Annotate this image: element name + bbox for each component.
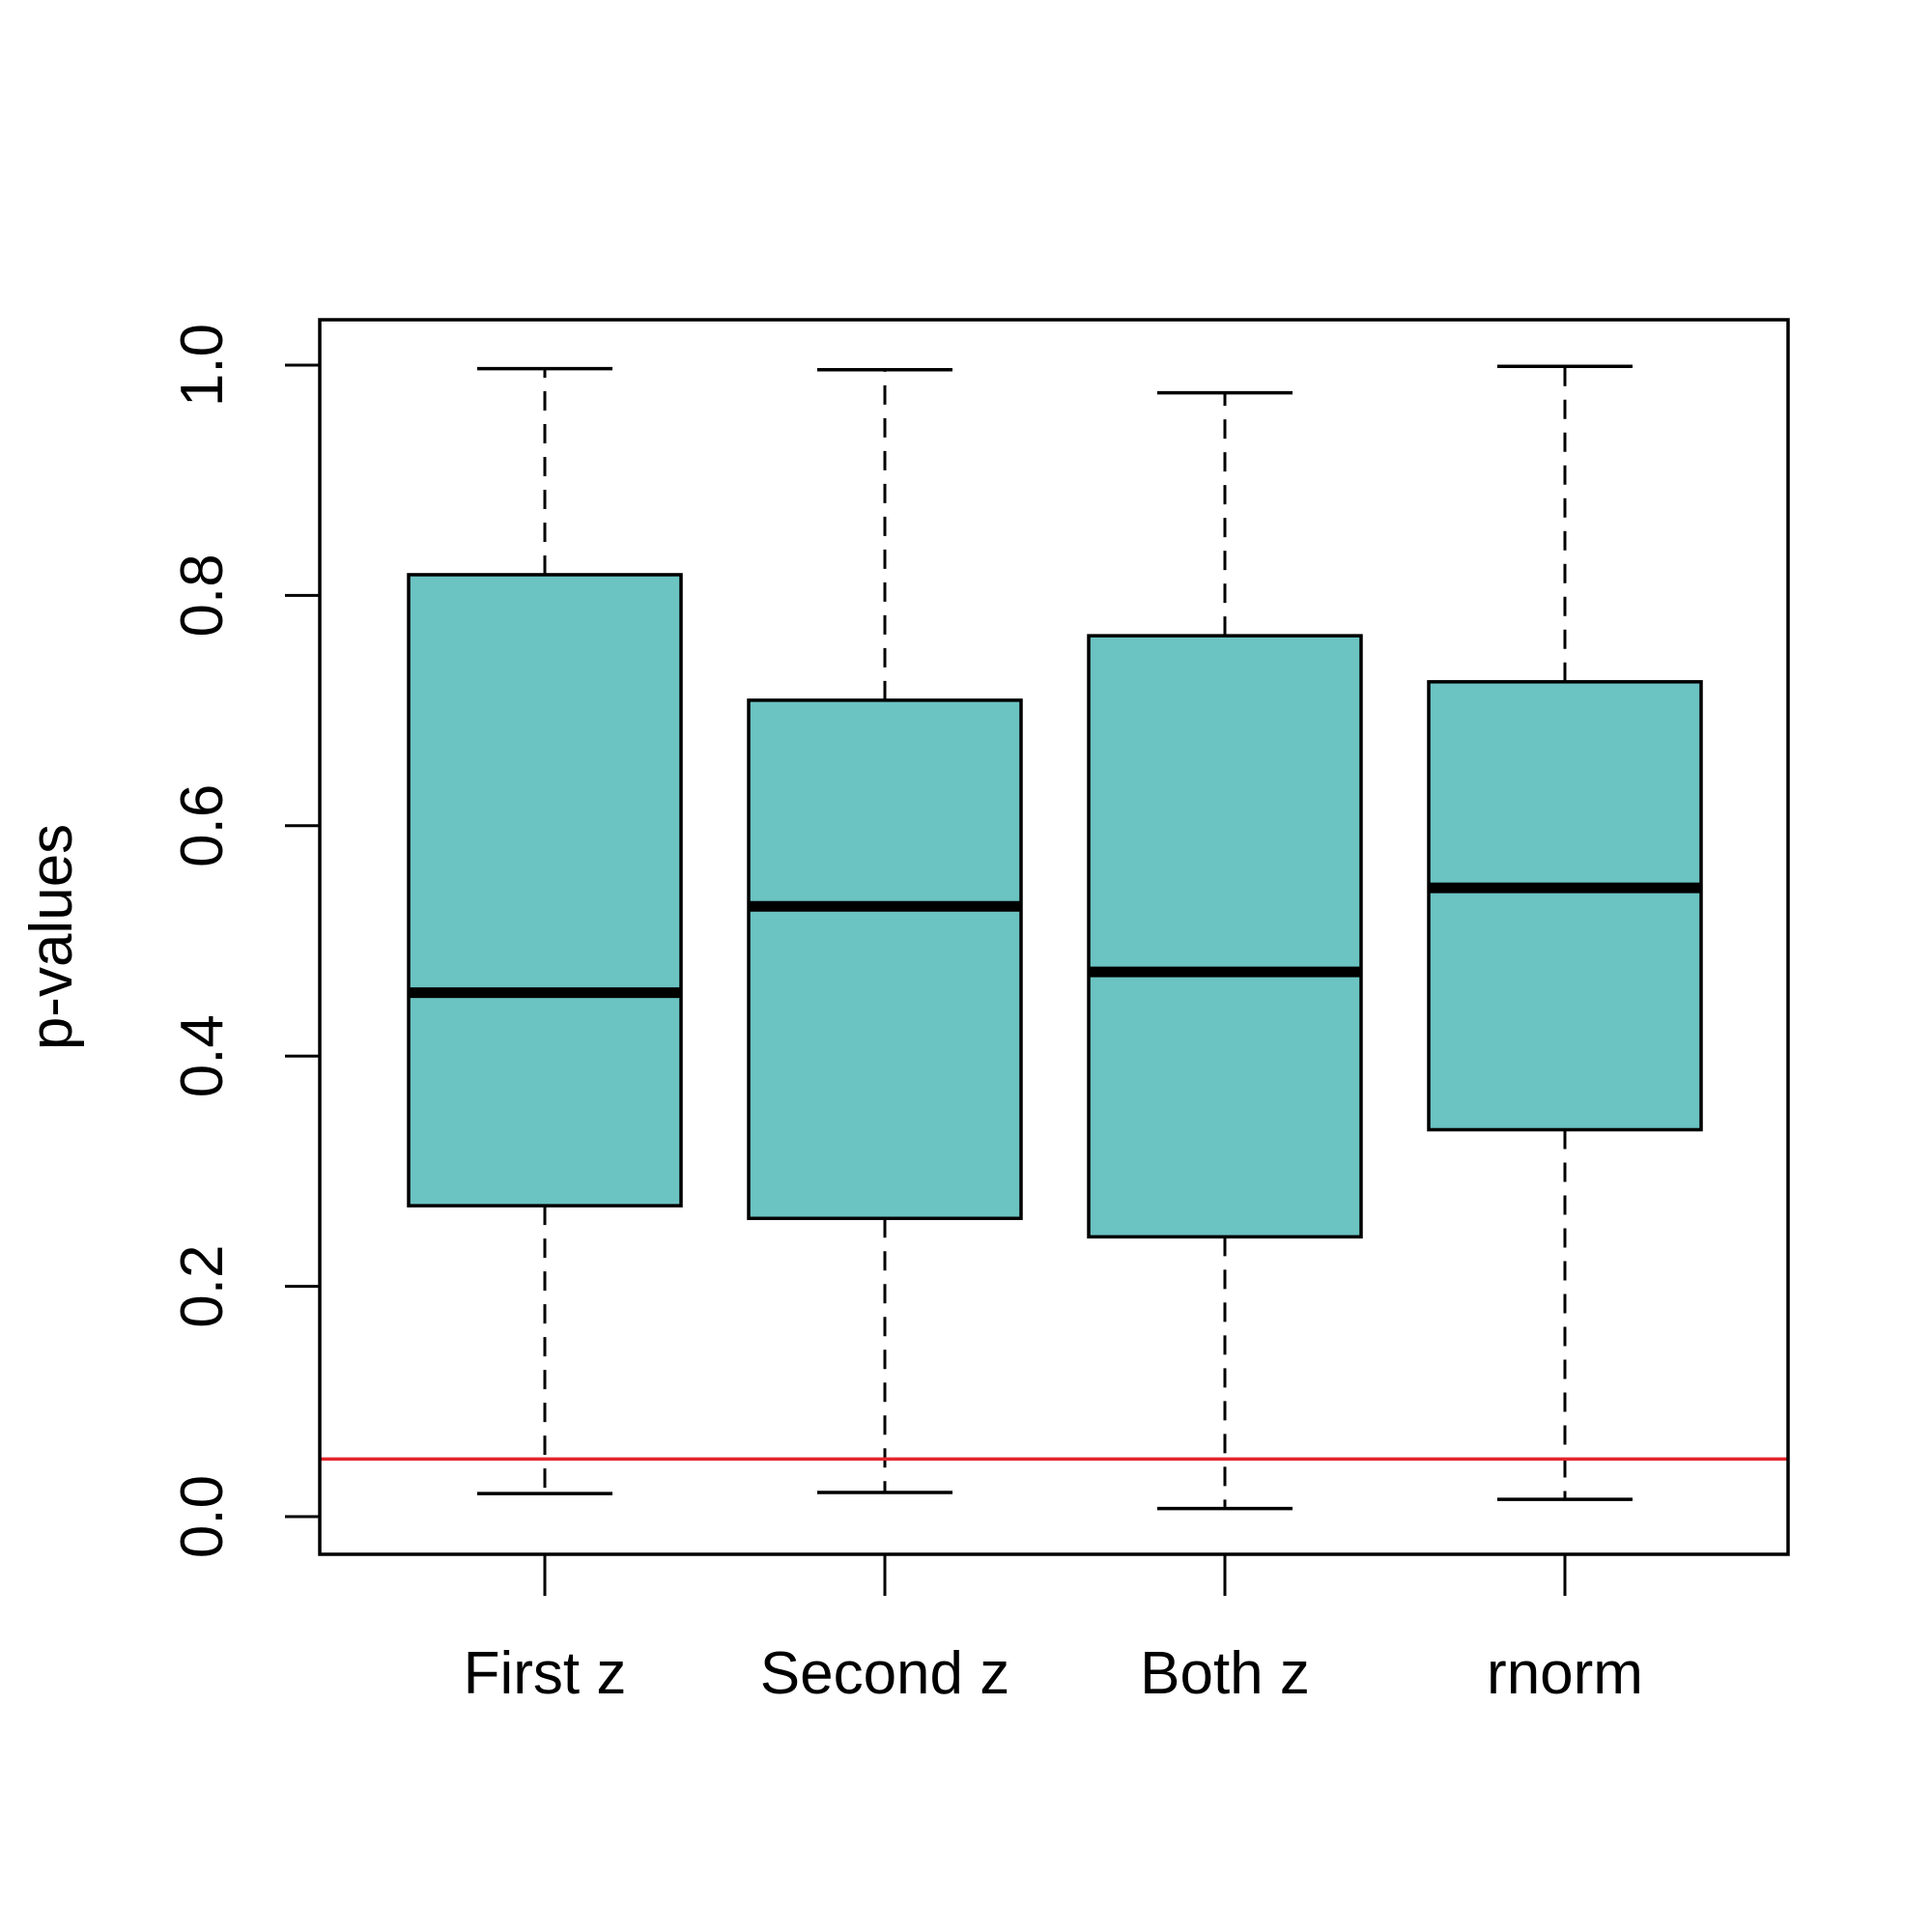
y-axis: 0.0 0.2 0.4 0.6 0.8 1.0 xyxy=(169,324,322,1558)
iqr-box xyxy=(747,698,1023,1221)
iqr-box xyxy=(407,573,683,1208)
box-group-rnorm xyxy=(1427,364,1703,1501)
box-group-first-z xyxy=(407,366,683,1495)
x-tick-label: rnorm xyxy=(1487,1640,1643,1707)
y-axis-title: p-values xyxy=(18,824,85,1050)
y-tick-label: 0.6 xyxy=(169,784,236,867)
x-axis: First z Second z Both z rnorm xyxy=(464,1552,1643,1707)
y-tick-label: 1.0 xyxy=(169,324,236,407)
x-tick-label: Second z xyxy=(760,1640,1010,1707)
iqr-box xyxy=(1427,680,1703,1132)
y-tick-label: 0.8 xyxy=(169,554,236,637)
box-group-second-z xyxy=(747,368,1023,1494)
y-tick-label: 0.2 xyxy=(169,1244,236,1327)
iqr-box xyxy=(1087,634,1363,1239)
x-tick-label: First z xyxy=(464,1640,627,1707)
y-tick-label: 0.4 xyxy=(169,1014,236,1097)
x-tick-label: Both z xyxy=(1140,1640,1310,1707)
box-group-both-z xyxy=(1087,390,1363,1511)
y-tick-label: 0.0 xyxy=(169,1475,236,1558)
boxes-layer xyxy=(407,364,1703,1511)
